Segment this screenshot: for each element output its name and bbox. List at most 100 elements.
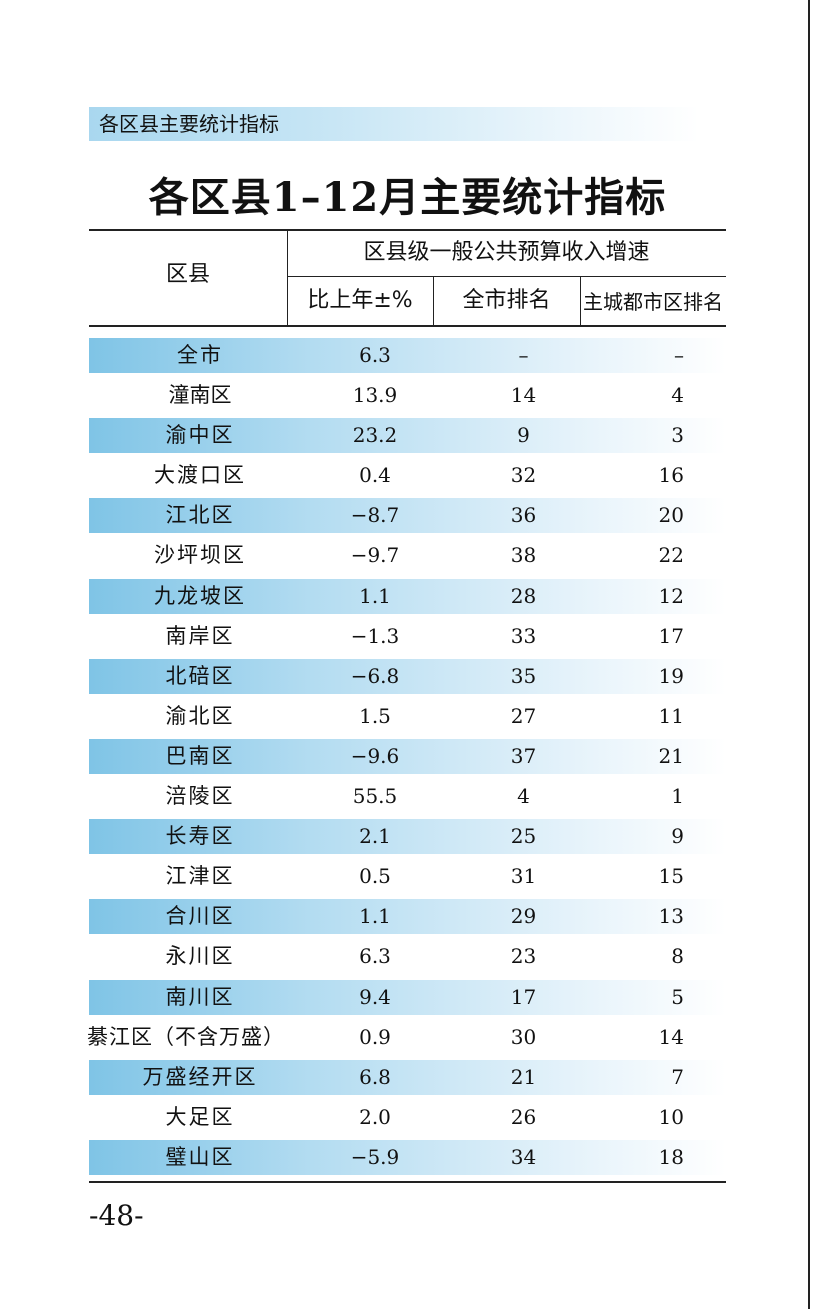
city-rank-value: 33 [510, 623, 537, 648]
district-name: 江北区 [165, 503, 235, 528]
core-rank-value: 3 [671, 423, 684, 448]
city-rank-value: 21 [510, 1064, 537, 1089]
core-rank-value: 20 [658, 503, 684, 528]
yoy-value: 6.3 [359, 343, 391, 367]
table-row: 璧山区 −5.9 34 18 [89, 1139, 726, 1179]
header-district: 区县 [165, 262, 210, 287]
district-name: 大足区 [165, 1104, 235, 1129]
district-name: 南川区 [165, 984, 235, 1009]
core-rank-value: 19 [658, 663, 684, 688]
core-rank-value: 8 [671, 944, 684, 969]
district-name: 万盛经开区 [142, 1064, 258, 1089]
city-rank-value: 25 [510, 824, 537, 849]
district-name: 合川区 [165, 904, 235, 929]
table-row: 大渡口区 0.4 32 16 [89, 457, 726, 497]
table-row: 大足区 2.0 26 10 [89, 1099, 726, 1139]
table-row: 涪陵区 55.5 4 1 [89, 778, 726, 818]
city-rank-value: – [518, 343, 529, 367]
district-name: 璧山区 [165, 1144, 235, 1169]
page-number: -48- [89, 1199, 144, 1232]
core-rank-value: 17 [658, 623, 684, 648]
yoy-value: 6.8 [359, 1064, 391, 1089]
district-name: 巴南区 [165, 743, 235, 768]
city-rank-value: 27 [510, 703, 537, 728]
yoy-value: 1.1 [359, 583, 391, 608]
district-name: 渝北区 [165, 703, 235, 728]
table-row: 巴南区 −9.6 37 21 [89, 738, 726, 778]
district-name: 江津区 [165, 864, 235, 889]
header-budget-revenue-growth: 区县级一般公共预算收入增速 [363, 240, 650, 265]
district-name: 綦江区（不含万盛） [87, 1024, 285, 1049]
district-name: 全市 [177, 343, 223, 367]
table-row: 渝中区 23.2 9 3 [89, 417, 726, 457]
yoy-value: −9.7 [350, 543, 400, 568]
core-rank-value: 4 [671, 383, 684, 408]
yoy-value: 55.5 [352, 784, 398, 809]
city-rank-value: 26 [510, 1104, 537, 1129]
core-rank-value: 22 [658, 543, 684, 568]
city-rank-value: 31 [510, 864, 537, 889]
yoy-value: 0.9 [359, 1024, 391, 1049]
district-name: 南岸区 [165, 623, 235, 648]
header-column-divider [433, 277, 434, 325]
city-rank-value: 4 [517, 784, 530, 809]
core-rank-value: 10 [658, 1104, 684, 1129]
city-rank-value: 9 [517, 423, 530, 448]
city-rank-value: 36 [510, 503, 537, 528]
header-divider [287, 276, 726, 277]
city-rank-value: 37 [510, 743, 537, 768]
core-rank-value: 5 [671, 984, 684, 1009]
table-row: 綦江区（不含万盛） 0.9 30 14 [87, 1019, 726, 1059]
table-row: 沙坪坝区 −9.7 38 22 [89, 537, 726, 577]
city-rank-value: 34 [510, 1144, 537, 1169]
yoy-value: 2.0 [359, 1104, 391, 1129]
yoy-value: 23.2 [352, 423, 398, 448]
district-name: 大渡口区 [154, 463, 246, 488]
yoy-value: 2.1 [359, 824, 391, 849]
header-core-rank: 主城都市区排名 [583, 290, 723, 314]
core-rank-value: 15 [658, 864, 684, 889]
table-row: 江津区 0.5 31 15 [89, 858, 726, 898]
table-row: 南岸区 −1.3 33 17 [89, 618, 726, 658]
header-yoy: 比上年±% [307, 288, 413, 313]
table-row: 全市 6.3 – – [89, 337, 726, 377]
core-rank-value: 12 [658, 583, 684, 608]
city-rank-value: 32 [510, 463, 537, 488]
core-rank-value: 18 [658, 1144, 684, 1169]
table-row: 万盛经开区 6.8 21 7 [89, 1059, 726, 1099]
core-rank-value: 7 [671, 1064, 684, 1089]
city-rank-value: 35 [510, 663, 537, 688]
table-row: 潼南区 13.9 14 4 [89, 377, 726, 417]
city-rank-value: 30 [510, 1024, 537, 1049]
table-row: 永川区 6.3 23 8 [89, 938, 726, 978]
core-rank-value: 21 [658, 743, 684, 768]
core-rank-value: – [674, 343, 684, 367]
yoy-value: 13.9 [352, 383, 398, 408]
core-rank-value: 16 [658, 463, 684, 488]
table-body: 全市 6.3– – 潼南区 13.9 14 4 渝中区 23.2 9 3 大渡口区 0.4 32 16 江北区… [87, 337, 726, 1179]
core-rank-value: 13 [658, 904, 684, 929]
header-bottom-rule [89, 325, 726, 327]
yoy-value: 9.4 [359, 984, 391, 1009]
city-rank-value: 29 [510, 904, 537, 929]
city-rank-value: 23 [510, 944, 537, 969]
city-rank-value: 28 [510, 583, 537, 608]
yoy-value: 1.1 [359, 904, 391, 929]
table-row: 北碚区 −6.8 35 19 [89, 658, 726, 698]
yoy-value: −8.7 [350, 503, 400, 528]
section-header-band [89, 107, 699, 141]
table-row: 九龙坡区 1.1 28 12 [89, 578, 726, 618]
table-row: 江北区 −8.7 36 20 [89, 497, 726, 537]
header-column-divider [287, 231, 288, 325]
core-rank-value: 11 [658, 703, 684, 728]
district-name: 长寿区 [165, 824, 235, 849]
district-name: 北碚区 [165, 663, 235, 688]
header-city-rank: 全市排名 [462, 288, 551, 313]
table-row: 长寿区 2.1 25 9 [89, 818, 726, 858]
table-row: 渝北区 1.5 27 11 [89, 698, 726, 738]
core-rank-value: 1 [671, 784, 684, 809]
page-title: 各区县1–12月主要统计指标 [148, 174, 667, 221]
yoy-value: 1.5 [359, 703, 391, 728]
yoy-value: −5.9 [350, 1144, 400, 1169]
